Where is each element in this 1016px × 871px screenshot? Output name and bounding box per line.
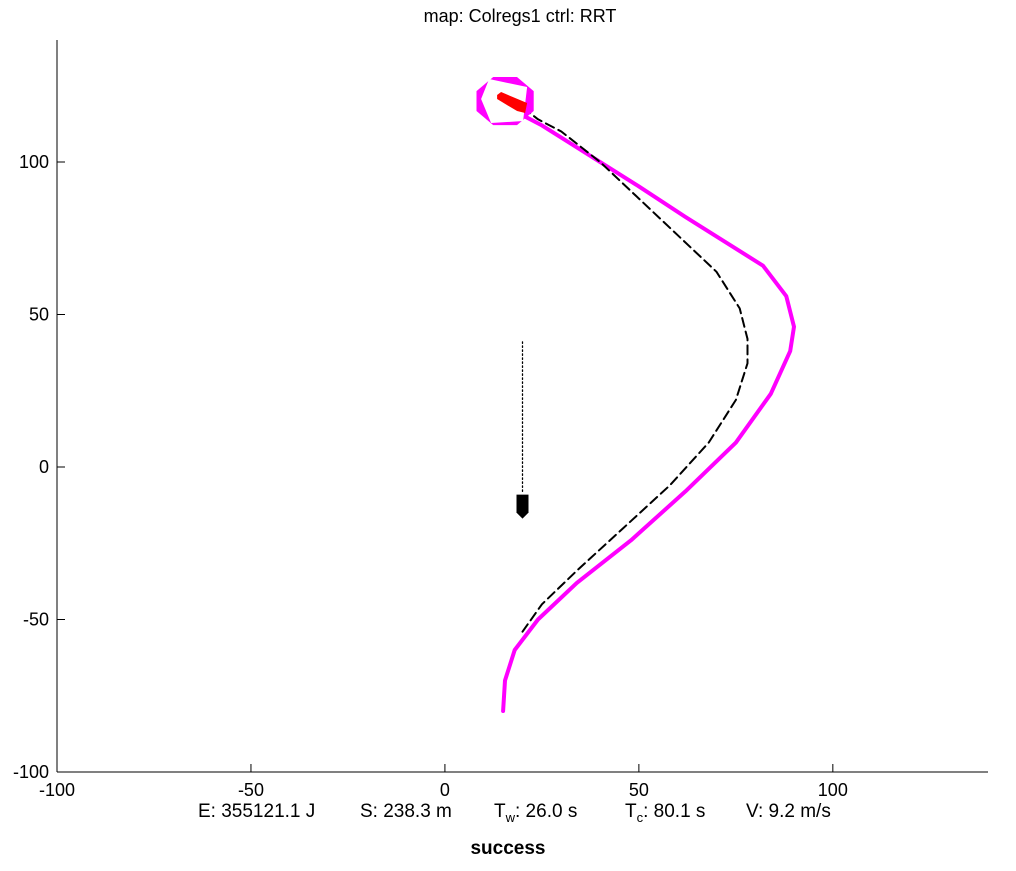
y-tick-label: 50 <box>29 305 49 325</box>
y-tick-label: 0 <box>39 457 49 477</box>
y-tick: 50 <box>29 305 65 325</box>
x-tick: -100 <box>39 764 75 800</box>
chart-title: map: Colregs1 ctrl: RRT <box>424 6 617 26</box>
y-tick-label: -50 <box>23 610 49 630</box>
x-tick-label: -50 <box>238 780 264 800</box>
y-tick: 100 <box>19 152 65 172</box>
tc-subscript: c <box>636 809 644 825</box>
series-planned-path <box>521 106 749 633</box>
target-vessel-marker <box>497 92 528 114</box>
tw-subscript: w <box>505 809 515 825</box>
speed-stat: V: 9.2 m/s <box>746 801 831 822</box>
plot-area <box>476 77 796 713</box>
energy-stat: E: 355121.1 J <box>198 801 316 822</box>
tc-value: : 80.1 s <box>643 801 706 822</box>
stats-bar: E: 355121.1 J S: 238.3 m Tw: 26.0 s Tc: … <box>0 801 1016 827</box>
tc-stat: Tc: 80.1 s <box>625 801 705 825</box>
x-tick: 50 <box>629 764 649 800</box>
series-executed-path <box>501 111 796 713</box>
distance-stat: S: 238.3 m <box>360 801 452 822</box>
x-tick-label: 50 <box>629 780 649 800</box>
tw-value: : 26.0 s <box>515 801 578 822</box>
axes: -100 -50 0 50 100 -100 -50 0 50 100 <box>13 40 988 800</box>
tw-stat: Tw: 26.0 s <box>494 801 577 825</box>
own-vessel-marker <box>516 494 529 519</box>
y-tick: -100 <box>13 762 65 782</box>
tc-letter: T <box>625 801 637 822</box>
x-tick-label: 100 <box>818 780 848 800</box>
y-tick-label: -100 <box>13 762 49 782</box>
x-tick: 100 <box>818 764 848 800</box>
tw-letter: T <box>494 801 506 822</box>
x-tick-label: -100 <box>39 780 75 800</box>
x-tick-label: 0 <box>440 780 450 800</box>
y-tick-label: 100 <box>19 152 49 172</box>
x-tick: -50 <box>238 764 264 800</box>
status-label: success <box>470 838 546 859</box>
x-tick: 0 <box>440 764 450 800</box>
y-tick: -50 <box>23 610 65 630</box>
y-tick: 0 <box>39 457 65 477</box>
